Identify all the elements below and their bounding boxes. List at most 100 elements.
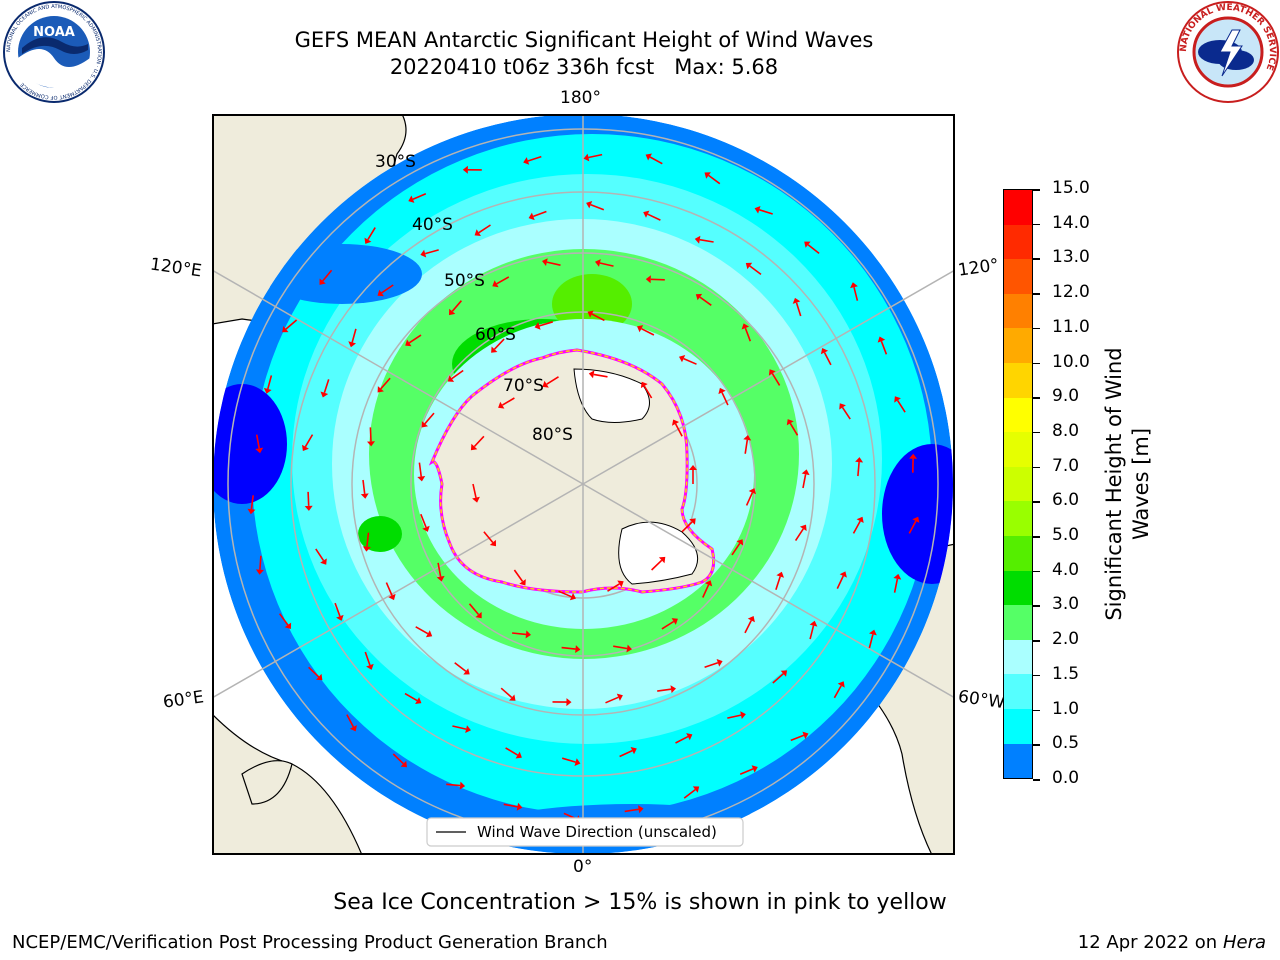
wind-arrow-head — [436, 575, 445, 582]
wind-arrow-shaft — [853, 287, 859, 301]
lon-label-60w: 60°W — [956, 686, 1007, 714]
wind-arrow-head — [801, 469, 810, 476]
colorbar-tick-mark — [1033, 536, 1040, 538]
colorbar-tick-label: 12.0 — [1052, 282, 1090, 303]
lon-label-120w: 120° — [956, 255, 1001, 281]
wind-arrow-shaft — [605, 696, 619, 704]
wind-arrow-head — [658, 556, 666, 564]
wind-arrow-head — [626, 644, 632, 653]
colorbar-segment — [1004, 397, 1032, 433]
colorbar-tick-mark — [1033, 223, 1040, 226]
wind-arrow-head — [534, 322, 541, 330]
wind-arrow-head — [671, 618, 678, 625]
wind-arrow-shaft — [702, 584, 710, 598]
wind-arrow-head — [320, 558, 327, 565]
colorbar-tick-mark — [1033, 709, 1040, 712]
colorbar-segment — [1004, 362, 1032, 398]
wind-arrow-shaft — [590, 203, 605, 211]
polar-map: 30°S 40°S 50°S 60°S 70°S 80°S Wind Wave … — [212, 114, 955, 855]
wind-arrow-shaft — [708, 174, 721, 185]
wind-arrow-shaft — [452, 725, 467, 730]
wind-arrow-shaft — [546, 261, 561, 266]
wind-arrow-shaft — [841, 406, 851, 420]
wind-arrow-shaft — [802, 474, 807, 489]
wind-arrow-shaft — [775, 576, 781, 591]
colorbar-segment — [1004, 466, 1032, 502]
colorbar-segment — [1004, 639, 1032, 675]
wind-arrow-head — [855, 457, 864, 463]
wind-arrow-head — [360, 493, 369, 499]
wind-arrow-head — [515, 751, 522, 759]
wind-arrow-head — [362, 546, 371, 552]
colorbar-segment — [1004, 674, 1032, 709]
wind-arrow-head — [850, 282, 858, 289]
wind-arrow-head — [839, 403, 846, 410]
wind-arrow-shaft — [334, 602, 341, 617]
lat-label-80: 80°S — [532, 425, 573, 445]
wind-arrow-shaft — [418, 462, 422, 477]
wind-arrow-shaft — [852, 520, 861, 534]
wind-arrow-shaft — [624, 808, 639, 813]
wind-arrow-head — [367, 441, 375, 447]
wind-arrow-head — [672, 419, 680, 426]
wind-arrow-shaft — [380, 377, 391, 390]
colorbar-segment — [1004, 224, 1032, 260]
wind-arrow-head — [542, 258, 548, 266]
wind-arrow-shaft — [868, 634, 874, 649]
wind-arrow-shaft — [308, 666, 320, 678]
colorbar-tick-label: 0.5 — [1052, 733, 1080, 754]
wind-arrow-head — [463, 668, 470, 675]
wind-arrow-head — [768, 369, 776, 376]
colorbar-tick-mark — [1033, 189, 1040, 191]
wind-arrow-shaft — [250, 495, 254, 510]
wind-arrow-shaft — [641, 327, 655, 336]
colorbar-tick-label: 5.0 — [1052, 525, 1080, 546]
colorbar-tick-label: 13.0 — [1052, 247, 1090, 268]
wind-arrow-head — [415, 697, 422, 704]
wind-arrow-shaft — [744, 327, 752, 342]
wind-arrow-shaft — [483, 531, 494, 544]
wind-arrow-shaft — [650, 278, 665, 281]
date-text: 12 Apr 2022 on Hera — [1077, 932, 1266, 953]
wind-arrow-head — [692, 786, 700, 793]
wind-arrow-head — [247, 508, 256, 515]
wind-arrow-shaft — [381, 284, 394, 294]
wind-arrow-shaft — [315, 548, 325, 562]
wind-arrow-shaft — [836, 575, 845, 589]
colorbar-segment — [1004, 293, 1032, 329]
wind-arrow-head — [776, 571, 784, 578]
wind-arrow-head — [745, 262, 753, 270]
wind-arrow-shaft — [533, 210, 547, 218]
wind-arrow-head — [316, 673, 323, 681]
wind-arrow-head — [743, 435, 752, 441]
colorbar-tick-mark — [1033, 327, 1040, 330]
wind-arrow-shaft — [745, 492, 754, 506]
wind-arrow-head — [856, 516, 864, 523]
lon-label-60e: 60°E — [161, 687, 206, 713]
wind-arrow-shaft — [807, 244, 820, 255]
wind-arrow-shaft — [613, 645, 628, 650]
noaa-logo: NOAA NATIONAL OCEANIC AND ATMOSPHERIC AD… — [2, 0, 106, 104]
wind-arrow-shaft — [789, 422, 799, 436]
wind-arrow-head — [459, 781, 466, 790]
wind-arrow-head — [489, 539, 496, 547]
colorbar-tick-label: 8.0 — [1052, 420, 1080, 441]
colorbar-tick-mark — [1033, 258, 1040, 260]
wind-arrow-head — [595, 259, 601, 267]
wind-arrow-head — [741, 323, 750, 330]
wind-arrow-shaft — [367, 227, 376, 241]
wind-arrow-shaft — [364, 651, 371, 666]
colorbar-segment — [1004, 743, 1032, 779]
wind-arrow-head — [780, 670, 788, 677]
wind-arrow-shaft — [619, 749, 633, 758]
nws-logo: NATIONAL WEATHER SERVICE — [1176, 0, 1280, 104]
wind-arrow-head — [645, 153, 652, 161]
wind-arrow-head — [525, 630, 531, 639]
wind-arrow-shaft — [505, 747, 519, 756]
africa-land — [213, 714, 363, 854]
wind-arrow-shaft — [699, 296, 712, 306]
wind-arrow-shaft — [674, 423, 683, 437]
ronne-ice-shelf — [618, 521, 699, 585]
wind-arrow-shaft — [424, 249, 439, 255]
wind-arrow-head — [349, 725, 357, 732]
